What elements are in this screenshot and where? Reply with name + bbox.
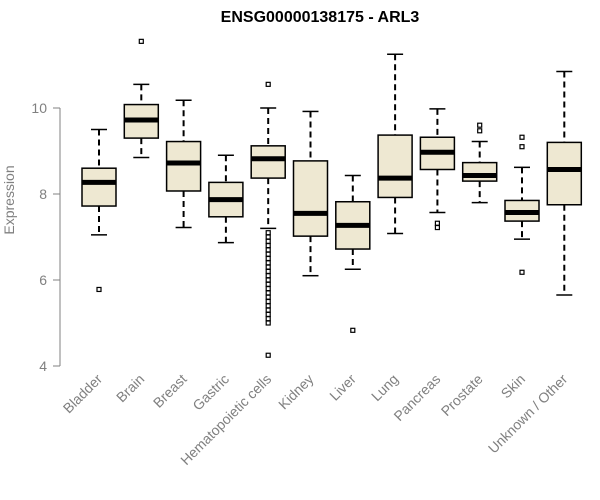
y-tick-label: 6: [39, 272, 47, 288]
iqr-box: [165, 140, 202, 192]
outlier-point: [265, 238, 271, 244]
outlier-point: [265, 298, 271, 305]
box-pancreas: [419, 108, 456, 231]
x-tick-label: Pancreas: [390, 371, 443, 424]
box-prostate: [461, 122, 498, 204]
outlier-point: [265, 303, 271, 309]
x-tick-label: Unknown / Other: [485, 371, 571, 457]
outlier-point: [96, 286, 102, 293]
outlier-point: [519, 144, 525, 150]
x-tick-label: Bladder: [60, 371, 106, 417]
outlier-point: [265, 260, 271, 266]
box-liver: [335, 174, 371, 333]
outlier-point: [350, 327, 356, 333]
y-axis: 4 6 8 10: [31, 100, 61, 374]
box-brain: [123, 38, 160, 159]
box-gastric: [208, 154, 244, 244]
iqr-box: [81, 167, 117, 207]
box-kidney: [292, 110, 329, 277]
box-breast: [165, 99, 202, 229]
outlier-point: [519, 134, 525, 140]
x-tick-label: Prostate: [438, 371, 486, 419]
iqr-box: [546, 141, 583, 206]
y-tick-label: 4: [39, 358, 47, 374]
outlier-point: [434, 220, 440, 226]
y-axis-label: Expression: [1, 165, 17, 234]
y-tick-label: 10: [31, 100, 47, 116]
box-unknown-other: [546, 70, 583, 296]
iqr-box: [377, 134, 413, 199]
iqr-box: [461, 161, 498, 182]
outlier-point: [265, 352, 271, 358]
outlier-point: [265, 273, 271, 279]
outlier-point: [265, 277, 271, 283]
outlier-point: [265, 251, 271, 257]
outlier-point: [265, 311, 271, 317]
outlier-point: [265, 290, 271, 296]
outlier-point: [265, 255, 271, 262]
outlier-point: [265, 234, 271, 240]
x-tick-label: Liver: [326, 371, 359, 404]
outlier-point: [477, 122, 483, 128]
outlier-point: [138, 38, 144, 44]
outlier-point: [434, 224, 440, 231]
outlier-point: [265, 307, 271, 313]
outlier-point: [265, 230, 271, 236]
boxes-group: [81, 38, 583, 358]
outlier-point: [265, 243, 271, 249]
x-tick-label: Lung: [368, 371, 401, 404]
x-tick-label: Breast: [150, 371, 190, 411]
box-bladder: [81, 128, 117, 293]
y-tick-label: 8: [39, 186, 47, 202]
outlier-point: [265, 320, 271, 326]
box-skin: [504, 134, 540, 275]
outlier-point: [265, 268, 271, 274]
box-hematopoietic-cells: [250, 81, 286, 358]
outlier-point: [477, 128, 483, 134]
outlier-point: [519, 269, 525, 275]
outlier-point: [265, 286, 271, 292]
outlier-point: [265, 316, 271, 322]
outlier-point: [265, 264, 271, 270]
outlier-point: [265, 247, 271, 253]
box-lung: [377, 53, 413, 235]
outlier-point: [265, 81, 271, 87]
x-tick-label: Skin: [498, 371, 529, 402]
outlier-point: [265, 281, 271, 287]
iqr-box: [292, 160, 329, 237]
iqr-box: [250, 145, 286, 179]
chart-title: ENSG00000138175 - ARL3: [221, 9, 420, 26]
x-tick-label: Kidney: [275, 371, 317, 413]
outlier-point: [265, 294, 271, 300]
x-tick-label: Brain: [113, 371, 147, 405]
